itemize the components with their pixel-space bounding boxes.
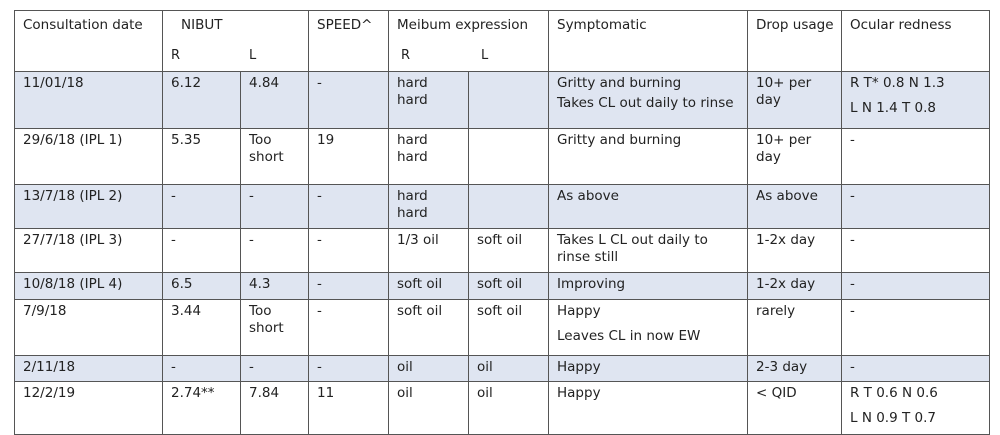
cell-speed: - <box>308 299 389 356</box>
cell-nibut-r: 6.12 <box>162 71 241 129</box>
cell-ocular-redness: - <box>841 184 990 229</box>
cell-date: 2/11/18 <box>14 355 163 382</box>
cell-nibut-l: - <box>240 228 309 273</box>
header-consultation-date: Consultation date <box>14 10 163 72</box>
cell-ocular-redness: R T 0.6 N 0.6 L N 0.9 T 0.7 <box>841 381 990 435</box>
cell-meibum-l: soft oil <box>468 299 549 356</box>
cell-meibum-r: oil <box>388 381 469 435</box>
cell-speed: - <box>308 355 389 382</box>
cell-meibum-r: soft oil <box>388 272 469 300</box>
cell-drop-usage: 1-2x day <box>747 272 842 300</box>
header-meibum-l: L <box>481 48 489 63</box>
cell-nibut-l: Too short <box>240 299 309 356</box>
cell-meibum-l: oil <box>468 381 549 435</box>
cell-nibut-l: - <box>240 355 309 382</box>
cell-nibut-r: - <box>162 228 241 273</box>
header-drop-usage: Drop usage <box>747 10 842 72</box>
cell-speed: 11 <box>308 381 389 435</box>
table-row: 29/6/18 (IPL 1) 5.35 Too short 19 hard h… <box>14 128 990 185</box>
cell-drop-usage: 10+ per day <box>747 128 842 185</box>
table-row: 13/7/18 (IPL 2) - - - hard hard As above… <box>14 184 990 229</box>
cell-symptomatic: Happy <box>548 381 748 435</box>
cell-drop-usage: 1-2x day <box>747 228 842 273</box>
header-ocular-redness: Ocular redness <box>841 10 990 72</box>
cell-nibut-l: 4.84 <box>240 71 309 129</box>
cell-meibum-l: oil <box>468 355 549 382</box>
cell-ocular-redness: R T* 0.8 N 1.3 L N 1.4 T 0.8 <box>841 71 990 129</box>
cell-symptomatic: Gritty and burning <box>548 128 748 185</box>
header-speed: SPEED^ <box>308 10 389 72</box>
cell-symptomatic: Happy <box>548 355 748 382</box>
cell-ocular-redness: - <box>841 299 990 356</box>
cell-speed: 19 <box>308 128 389 185</box>
header-nibut-r: R <box>171 48 181 63</box>
cell-meibum-r: soft oil <box>388 299 469 356</box>
cell-drop-usage: < QID <box>747 381 842 435</box>
cell-speed: - <box>308 272 389 300</box>
cell-drop-usage: 10+ per day <box>747 71 842 129</box>
header-symptomatic: Symptomatic <box>548 10 748 72</box>
cell-nibut-l: 4.3 <box>240 272 309 300</box>
cell-ocular-redness: - <box>841 128 990 185</box>
cell-meibum-l <box>468 71 549 129</box>
cell-ocular-redness: - <box>841 272 990 300</box>
cell-date: 12/2/19 <box>14 381 163 435</box>
table-row: 10/8/18 (IPL 4) 6.5 4.3 - soft oil soft … <box>14 272 990 300</box>
cell-symptomatic: Improving <box>548 272 748 300</box>
cell-nibut-l: - <box>240 184 309 229</box>
cell-meibum-r: 1/3 oil <box>388 228 469 273</box>
cell-meibum-r: oil <box>388 355 469 382</box>
cell-nibut-r: 2.74** <box>162 381 241 435</box>
cell-meibum-l <box>468 128 549 185</box>
cell-drop-usage: rarely <box>747 299 842 356</box>
cell-symptomatic: Gritty and burning Takes CL out daily to … <box>548 71 748 129</box>
cell-date: 7/9/18 <box>14 299 163 356</box>
cell-ocular-redness: - <box>841 228 990 273</box>
header-meibum-r: R <box>401 48 411 63</box>
table-row: 27/7/18 (IPL 3) - - - 1/3 oil soft oil T… <box>14 228 990 273</box>
table-row: 2/11/18 - - - oil oil Happy 2-3 day - <box>14 355 990 382</box>
cell-speed: - <box>308 71 389 129</box>
cell-nibut-r: 3.44 <box>162 299 241 356</box>
cell-speed: - <box>308 228 389 273</box>
cell-ocular-redness: - <box>841 355 990 382</box>
cell-meibum-r: hard hard <box>388 184 469 229</box>
cell-nibut-l: Too short <box>240 128 309 185</box>
cell-meibum-l <box>468 184 549 229</box>
cell-date: 13/7/18 (IPL 2) <box>14 184 163 229</box>
cell-symptomatic: Takes L CL out daily to rinse still <box>548 228 748 273</box>
cell-drop-usage: 2-3 day <box>747 355 842 382</box>
cell-meibum-r: hard hard <box>388 71 469 129</box>
cell-meibum-l: soft oil <box>468 272 549 300</box>
cell-symptomatic: As above <box>548 184 748 229</box>
table-row: 12/2/19 2.74** 7.84 11 oil oil Happy < Q… <box>14 381 990 435</box>
cell-nibut-r: 5.35 <box>162 128 241 185</box>
cell-meibum-r: hard hard <box>388 128 469 185</box>
table-row: 11/01/18 6.12 4.84 - hard hard Gritty an… <box>14 71 990 129</box>
table-row: 7/9/18 3.44 Too short - soft oil soft oi… <box>14 299 990 356</box>
cell-date: 11/01/18 <box>14 71 163 129</box>
cell-date: 10/8/18 (IPL 4) <box>14 272 163 300</box>
cell-speed: - <box>308 184 389 229</box>
cell-date: 29/6/18 (IPL 1) <box>14 128 163 185</box>
cell-drop-usage: As above <box>747 184 842 229</box>
cell-date: 27/7/18 (IPL 3) <box>14 228 163 273</box>
cell-nibut-l: 7.84 <box>240 381 309 435</box>
cell-nibut-r: - <box>162 184 241 229</box>
cell-nibut-r: - <box>162 355 241 382</box>
header-nibut-l: L <box>249 48 257 63</box>
cell-symptomatic: Happy Leaves CL in now EW <box>548 299 748 356</box>
cell-meibum-l: soft oil <box>468 228 549 273</box>
cell-nibut-r: 6.5 <box>162 272 241 300</box>
